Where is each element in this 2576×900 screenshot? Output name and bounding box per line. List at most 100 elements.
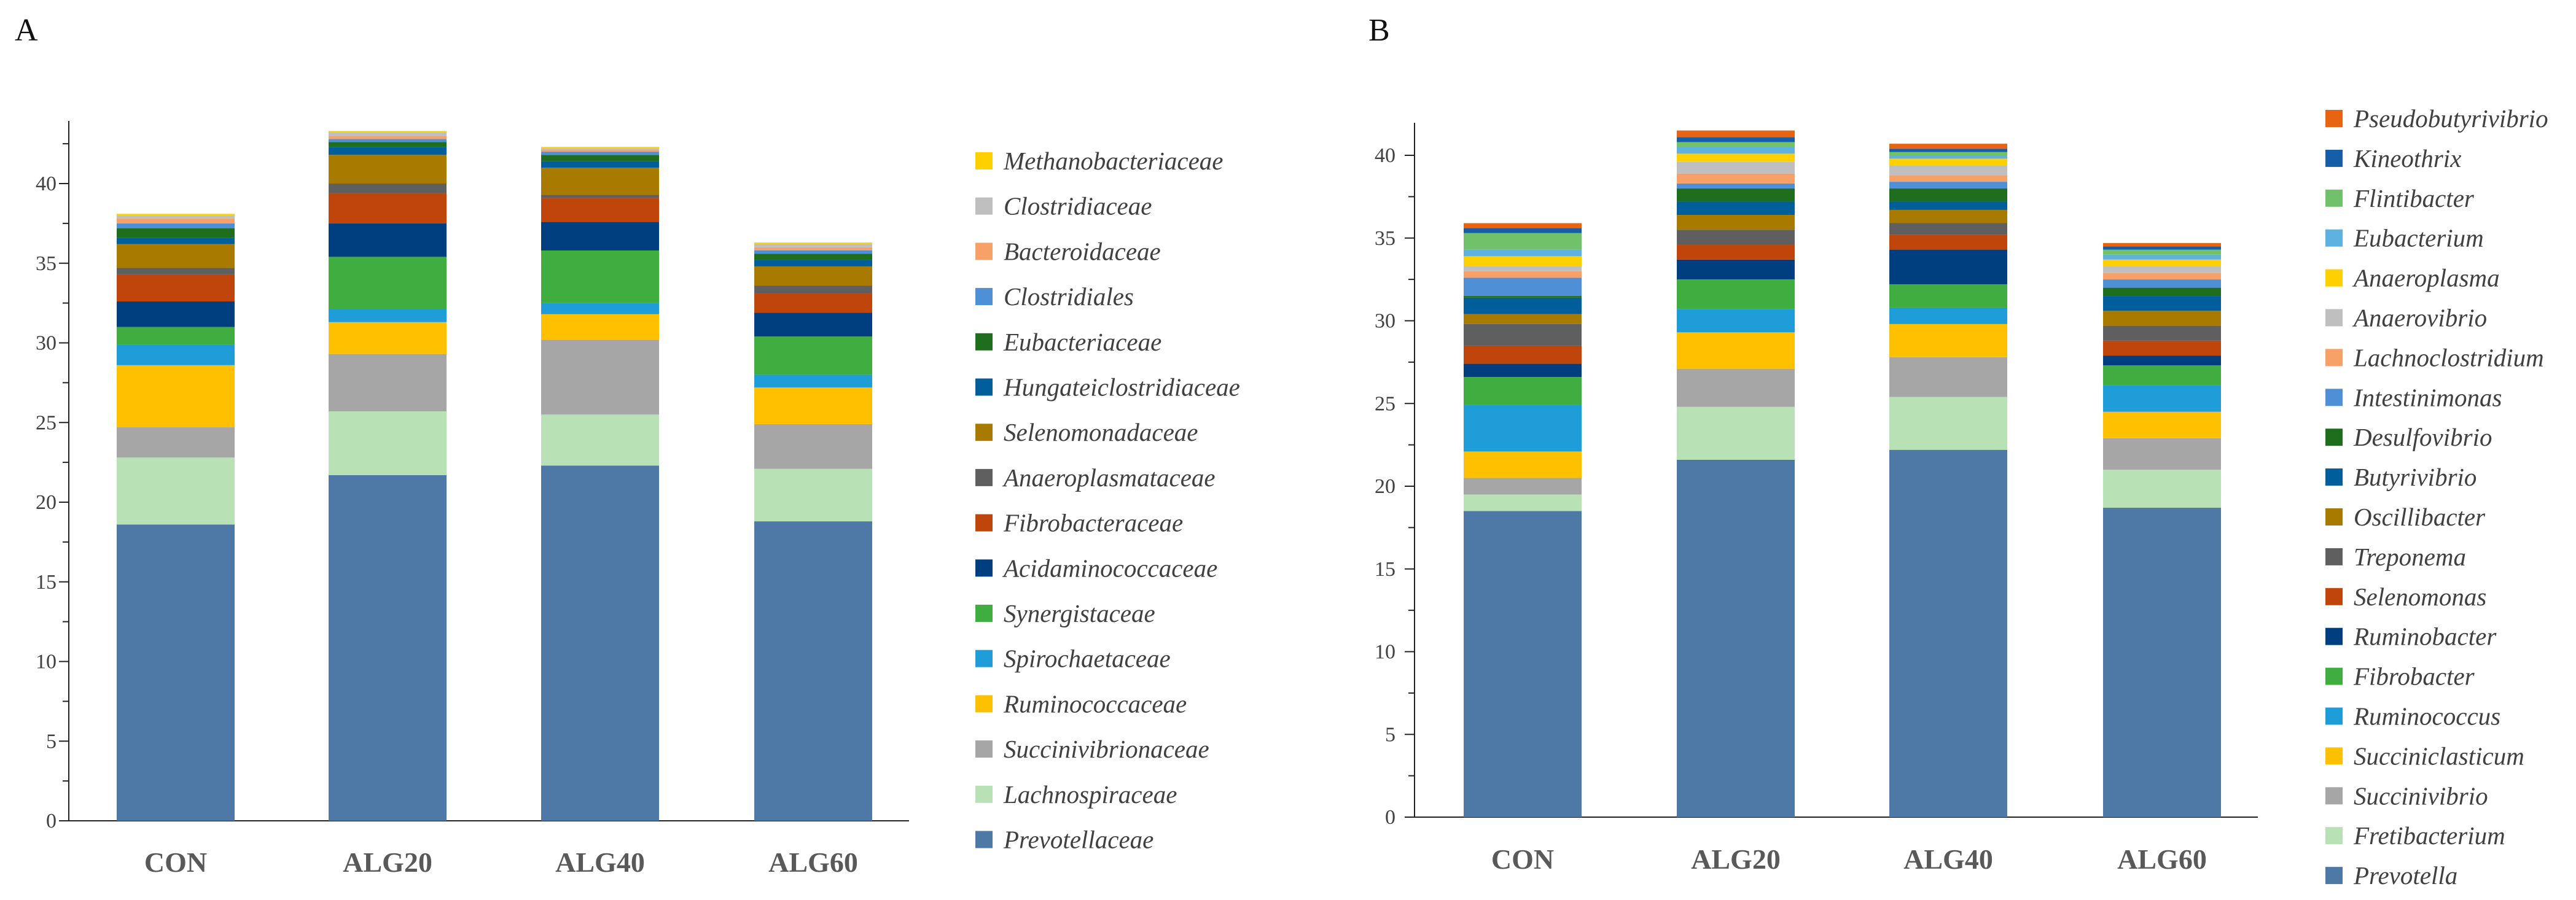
panel-b-bar-segment [1464, 228, 1582, 233]
panel-a-bar-segment [117, 223, 235, 228]
panel-b-bar-segment [1464, 297, 1582, 314]
panel-b-bar-segment [1889, 182, 2007, 188]
panel-b-bar-segment [1677, 215, 1795, 230]
panel-b-bar-segment [1464, 266, 1582, 271]
panel-b-bar-segment [1677, 332, 1795, 369]
panel-b-bar-segment [2103, 355, 2221, 366]
panel-b-bar-segment [1889, 155, 2007, 159]
panel-b-legend-label: Butyrivibrio [2354, 463, 2476, 491]
panel-a-legend-swatch [975, 831, 993, 848]
panel-a-bar-segment [329, 193, 447, 223]
panel-b-bar-segment [1677, 188, 1795, 202]
panel-b-bar-segment [1677, 244, 1795, 260]
panel-a-bar-segment [117, 365, 235, 428]
panel-a-bar-segment [117, 327, 235, 345]
panel-b-label: B [1368, 13, 1390, 48]
panel-b-bar-segment [2103, 273, 2221, 280]
panel-b-bar-segment [1889, 149, 2007, 152]
panel-a-legend-swatch [975, 197, 993, 215]
panel-b-legend-swatch [2325, 309, 2343, 327]
panel-b-bar-segment [1464, 314, 1582, 324]
panel-b-y-tick-label: 35 [1375, 227, 1395, 250]
panel-b-bar-segment [2103, 411, 2221, 438]
panel-a-bar-segment [754, 424, 872, 469]
panel-a-bar-segment [754, 250, 872, 254]
panel-b-bar-segment [1677, 153, 1795, 162]
panel-a-bar-segment [754, 260, 872, 266]
panel-b-category-label: ALG20 [1691, 844, 1781, 875]
panel-b-y-tick-label: 10 [1375, 641, 1395, 664]
panel-b-bar-segment [1889, 284, 2007, 308]
panel-b-y-tick-label: 20 [1375, 475, 1395, 498]
panel-a-legend-label: Bacteroidaceae [1004, 237, 1161, 265]
panel-b-legend-label: Intestinimonas [2353, 383, 2502, 411]
panel-a-legend-swatch [975, 468, 993, 486]
panel-b-bar-segment [1677, 161, 1795, 174]
panel-a-bar-segment [541, 465, 659, 821]
panel-b-bar-segment [2103, 340, 2221, 356]
panel-a-legend-label: Lachnospiraceae [1003, 780, 1177, 809]
panel-a-bar-segment [329, 142, 447, 147]
panel-b-legend-swatch [2325, 747, 2343, 765]
panel-a-legend-swatch [975, 333, 993, 351]
panel-a-category-label: ALG20 [343, 847, 432, 878]
panel-a-legend-swatch [975, 785, 993, 803]
panel-a-legend-swatch [975, 650, 993, 667]
panel-b-legend-label: Desulfovibrio [2353, 423, 2492, 451]
panel-b-y-tick-label: 0 [1385, 806, 1395, 829]
panel-a-bar-segment [329, 309, 447, 322]
panel-a-bar-segment [329, 322, 447, 354]
panel-b-bar-segment [2103, 242, 2221, 247]
panel-b-legend-swatch [2325, 827, 2343, 845]
panel-b-legend-label: Ruminococcus [2353, 702, 2500, 731]
panel-a-legend-label: Clostridiaceae [1004, 192, 1152, 220]
panel-b-bar-segment [1889, 249, 2007, 285]
panel-b-y-tick-label: 15 [1375, 558, 1395, 581]
panel-b-legend-label: Treponema [2354, 543, 2466, 571]
panel-a-bar-segment [754, 312, 872, 337]
panel-b-legend-label: Prevotella [2353, 861, 2457, 890]
panel-b-legend-label: Flintibacter [2353, 184, 2475, 212]
panel-b-bar-segment [1677, 309, 1795, 333]
panel-a-bar-segment [117, 301, 235, 327]
panel-b-bar-segment [1889, 188, 2007, 202]
panel-a-legend-swatch [975, 695, 993, 713]
panel-b-bar-segment [2103, 266, 2221, 273]
panel-b-legend-label: Succinivibrio [2354, 782, 2488, 810]
panel-b-bar-segment [1677, 147, 1795, 154]
panel-b-legend-label: Pseudobutyrivibrio [2353, 104, 2548, 133]
panel-a-bar-segment [541, 303, 659, 314]
panel-a-bar-segment [541, 198, 659, 222]
panel-b-bar-segment [1464, 271, 1582, 278]
panel-b-bar-segment [2103, 438, 2221, 470]
panel-a-bar-segment [329, 257, 447, 310]
panel-b-legend-swatch [2325, 588, 2343, 605]
panel-b-bar-segment [1464, 223, 1582, 228]
panel-a-bar-segment [117, 457, 235, 525]
panel-a-bar-segment [754, 374, 872, 388]
panel-b-bar-segment [1889, 357, 2007, 397]
panel-b-legend-swatch [2325, 548, 2343, 565]
panel-b-bar-segment [1677, 142, 1795, 147]
panel-b-legend-swatch [2325, 787, 2343, 805]
panel-b-bar-segment [1464, 377, 1582, 405]
panel-b-bar-segment [1889, 144, 2007, 149]
panel-a-bar-segment [754, 254, 872, 260]
panel-a-bar-segment [541, 155, 659, 161]
panel-b-category-label: ALG40 [1903, 844, 1993, 875]
panel-a-y-tick-label: 5 [46, 730, 57, 753]
panel-b-bar-segment [2103, 311, 2221, 326]
panel-a-y-tick-label: 40 [36, 173, 57, 195]
panel-b-bar-segment [2103, 296, 2221, 311]
panel-b-bar-segment [1677, 259, 1795, 280]
panel-a-bar-segment [117, 214, 235, 215]
panel-b-legend-swatch [2325, 349, 2343, 367]
panel-a-legend-label: Ruminococcaceae [1003, 689, 1187, 718]
panel-b-legend-label: Kineothrix [2353, 144, 2461, 173]
panel-b-bar-segment [1464, 405, 1582, 452]
panel-b-bar-segment [1464, 296, 1582, 298]
panel-b-legend-swatch [2325, 110, 2343, 127]
panel-a-bar-segment [329, 131, 447, 133]
panel-b-bar-segment [1677, 406, 1795, 460]
